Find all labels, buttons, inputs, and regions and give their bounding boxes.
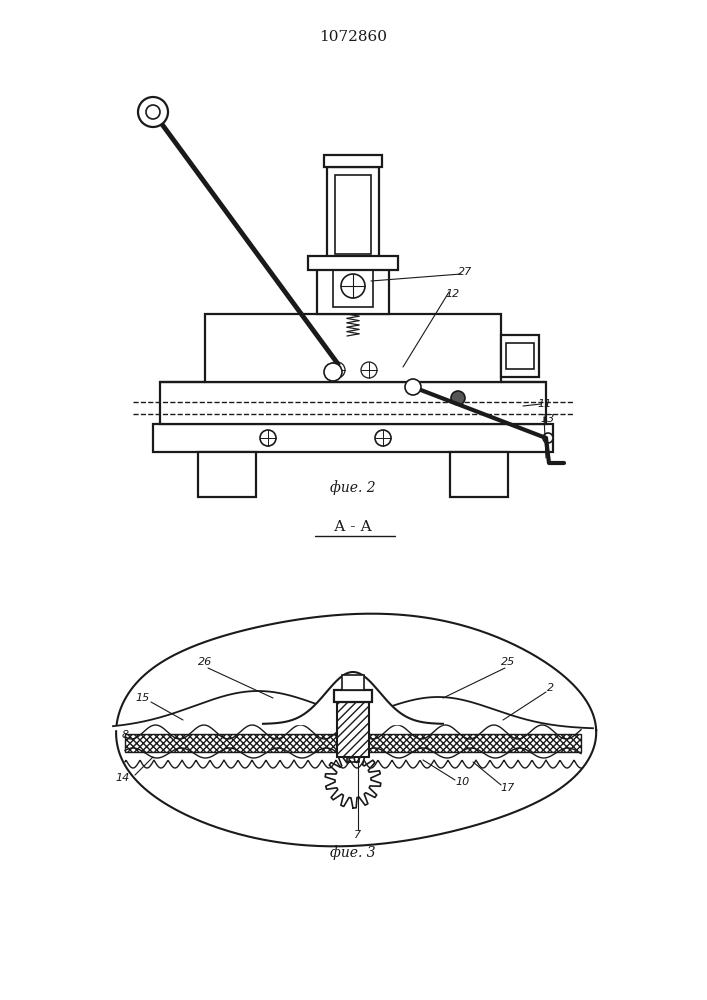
Bar	[153, 424, 553, 452]
Bar	[450, 452, 508, 497]
Circle shape	[375, 430, 391, 446]
Bar	[198, 452, 256, 497]
Circle shape	[260, 430, 276, 446]
Circle shape	[361, 362, 377, 378]
Text: 26: 26	[198, 657, 212, 667]
Bar	[317, 262, 389, 314]
Text: 25: 25	[501, 657, 515, 667]
Circle shape	[138, 97, 168, 127]
Bar	[334, 690, 372, 702]
Bar	[501, 335, 539, 377]
Circle shape	[543, 433, 553, 443]
Bar	[308, 256, 398, 270]
Text: 27: 27	[458, 267, 472, 277]
Bar	[205, 314, 501, 382]
Circle shape	[146, 105, 160, 119]
Circle shape	[451, 391, 465, 405]
Text: фие. 2: фие. 2	[330, 480, 376, 495]
Text: 10: 10	[456, 777, 470, 787]
Circle shape	[405, 379, 421, 395]
Text: 7: 7	[354, 830, 361, 840]
Text: 1072860: 1072860	[319, 30, 387, 44]
Text: А - А: А - А	[334, 520, 372, 534]
Text: фие. 3: фие. 3	[330, 845, 376, 860]
Bar	[342, 675, 364, 690]
Circle shape	[329, 362, 345, 378]
Text: 17: 17	[501, 783, 515, 793]
Text: 12: 12	[446, 289, 460, 299]
Circle shape	[341, 274, 365, 298]
Text: 11: 11	[538, 399, 552, 409]
Text: 15: 15	[136, 693, 150, 703]
Bar	[160, 382, 546, 424]
Text: 2: 2	[547, 683, 554, 693]
Circle shape	[324, 363, 342, 381]
Bar	[335, 175, 371, 254]
Text: 14: 14	[116, 773, 130, 783]
Bar	[324, 155, 382, 167]
Bar	[506, 343, 534, 369]
Bar	[125, 734, 581, 752]
Bar	[337, 702, 369, 757]
Bar	[333, 269, 373, 307]
Text: 13: 13	[541, 414, 555, 424]
Bar	[327, 167, 379, 262]
Text: 8: 8	[122, 730, 129, 740]
